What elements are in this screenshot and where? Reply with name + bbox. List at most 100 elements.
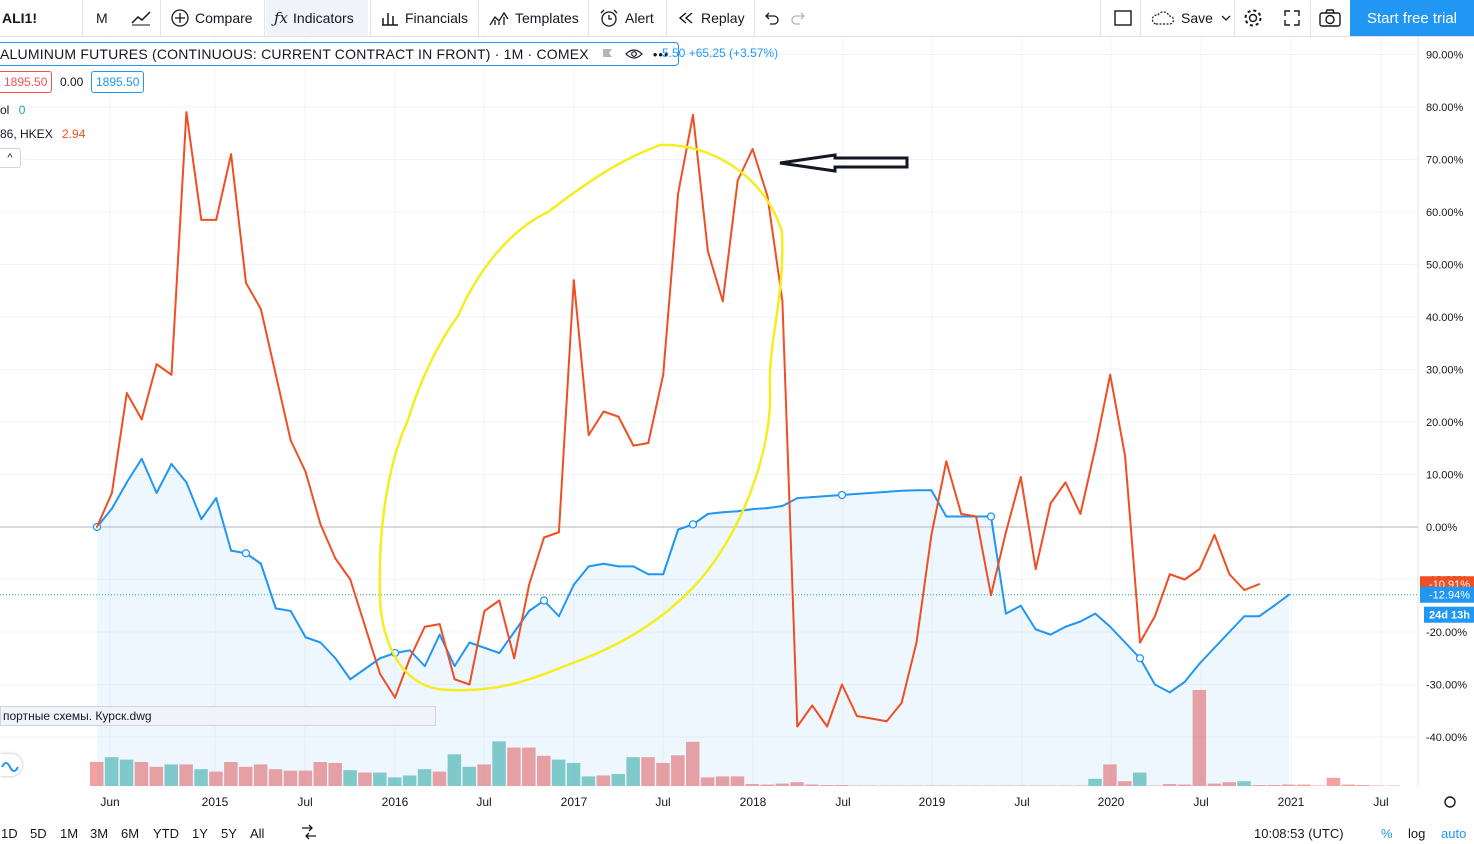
blue-series-segment xyxy=(587,562,605,568)
volume-bar xyxy=(477,764,491,786)
range-6m[interactable]: 6M xyxy=(121,826,140,841)
volume-bar xyxy=(1237,781,1251,786)
utc-clock[interactable]: 10:08:53 (UTC) xyxy=(1254,826,1344,841)
y-tick-label: 30.00% xyxy=(1426,365,1464,377)
range-5d[interactable]: 5D xyxy=(30,826,47,841)
volume-bar xyxy=(760,784,774,786)
interval-button[interactable]: M xyxy=(96,0,108,36)
ask-price-box[interactable]: 1895.50 xyxy=(91,71,145,93)
collapse-legend-button[interactable]: ^ xyxy=(0,148,21,168)
volume-bar xyxy=(1088,778,1102,786)
volume-bar xyxy=(194,769,208,786)
range-1y[interactable]: 1Y xyxy=(192,826,208,841)
x-axis[interactable]: Jun 2015 Jul 2016 Jul 2017 Jul 2018 Jul 2019 Jul 20… xyxy=(100,795,1456,809)
blue-series-marker xyxy=(241,549,251,558)
blue-series-segment xyxy=(870,490,888,494)
divider xyxy=(82,0,83,36)
countdown-tag: 24d 13h xyxy=(1429,610,1470,622)
indicators-button[interactable]: ƒx Indicators xyxy=(266,0,368,36)
blue-series-segment xyxy=(885,489,903,493)
wave-icon[interactable] xyxy=(0,754,22,776)
blue-series-segment xyxy=(721,510,739,514)
red-series-segment xyxy=(632,442,650,447)
arrow-annotation[interactable] xyxy=(779,153,909,173)
y-tick-label: -30.00% xyxy=(1426,680,1467,692)
volume-bar xyxy=(373,772,387,786)
blue-series-marker xyxy=(539,596,549,605)
red-series-segment xyxy=(185,111,203,221)
axis-settings-gear-icon[interactable] xyxy=(1444,796,1456,808)
replay-button[interactable]: Replay xyxy=(676,0,745,36)
red-series-segment xyxy=(662,192,680,376)
divider xyxy=(478,0,479,36)
bid-price-box[interactable]: 1895.50 xyxy=(0,71,53,93)
save-button[interactable]: Save xyxy=(1150,0,1236,36)
x-tick-label: 2016 xyxy=(382,795,409,809)
red-series-segment xyxy=(1079,447,1097,515)
volume-bar xyxy=(358,772,372,786)
fullscreen-button[interactable] xyxy=(1282,0,1307,36)
compare-label: Compare xyxy=(195,10,253,26)
volume-bar xyxy=(298,770,313,786)
volume-bars xyxy=(90,690,1400,786)
drawing-label[interactable]: портные схемы. Курск.dwg xyxy=(0,706,436,726)
volume-bar xyxy=(239,766,253,786)
symbol-legend[interactable]: ALUMINUM FUTURES (CONTINUOUS: CURRENT CO… xyxy=(0,42,679,66)
blue-series-segment xyxy=(796,496,814,500)
templates-button[interactable]: Templates xyxy=(488,0,579,36)
range-all[interactable]: All xyxy=(250,826,265,841)
y-axis[interactable]: 90.00% 80.00% 70.00% 60.00% 50.00% 40.00% 30.0… xyxy=(1417,37,1467,786)
fullscreen-layout-button[interactable] xyxy=(1113,0,1138,36)
redo-button[interactable] xyxy=(790,0,813,36)
symbol-search[interactable]: ALI1! xyxy=(2,0,37,36)
red-series-segment xyxy=(677,113,694,195)
start-free-trial-button[interactable]: Start free trial xyxy=(1350,0,1474,36)
log-toggle[interactable]: log xyxy=(1408,826,1426,841)
blue-series-segment xyxy=(811,495,829,499)
financials-button[interactable]: Financials xyxy=(380,0,468,36)
replay-label: Replay xyxy=(701,10,745,26)
red-series-segment xyxy=(930,460,948,536)
price-tags: -10.91%-12.94%24d 13h xyxy=(1420,576,1474,623)
red-series-segment xyxy=(215,153,233,221)
flag-icon[interactable] xyxy=(601,48,613,60)
auto-toggle[interactable]: auto xyxy=(1441,826,1467,841)
compare-button[interactable]: Compare xyxy=(170,0,253,36)
red-series-segment xyxy=(289,439,307,473)
blue-series-segment xyxy=(1064,620,1082,628)
red-series-segment xyxy=(438,623,456,681)
volume-bar xyxy=(432,771,447,786)
blue-series-segment xyxy=(572,565,590,586)
percent-toggle[interactable]: % xyxy=(1381,826,1393,841)
alert-button[interactable]: Alert xyxy=(598,0,654,36)
blue-series-group xyxy=(92,457,1290,694)
y-tick-label: 60.00% xyxy=(1426,207,1464,219)
more-icon[interactable]: ••• xyxy=(652,46,670,62)
volume-value: 0 xyxy=(18,103,26,117)
range-3m[interactable]: 3M xyxy=(90,826,109,841)
blue-price-tag-bg xyxy=(1420,586,1474,603)
range-5y[interactable]: 5Y xyxy=(221,826,237,841)
red-series-segment xyxy=(811,704,829,728)
red-series-segment xyxy=(408,625,426,660)
yellow-ellipse-annotation[interactable] xyxy=(378,143,784,692)
range-1d[interactable]: 1D xyxy=(1,826,18,841)
undo-button[interactable] xyxy=(762,0,785,36)
range-ytd[interactable]: YTD xyxy=(153,826,179,841)
range-1m[interactable]: 1M xyxy=(60,826,79,841)
volume-bar xyxy=(820,785,834,786)
volume-bar xyxy=(805,784,819,786)
red-series-segment xyxy=(1004,476,1022,534)
red-series-segment xyxy=(841,683,858,717)
settings-button[interactable] xyxy=(1242,0,1269,36)
red-series-segment xyxy=(1094,373,1112,450)
goto-date-button[interactable] xyxy=(300,824,318,843)
cloud-icon xyxy=(1150,9,1176,27)
volume-bar xyxy=(492,741,506,786)
snapshot-button[interactable] xyxy=(1318,0,1347,36)
volume-bar xyxy=(611,774,625,786)
y-tick-label: 70.00% xyxy=(1426,155,1464,167)
chart-style-button[interactable] xyxy=(130,0,157,36)
eye-icon[interactable] xyxy=(624,48,643,60)
